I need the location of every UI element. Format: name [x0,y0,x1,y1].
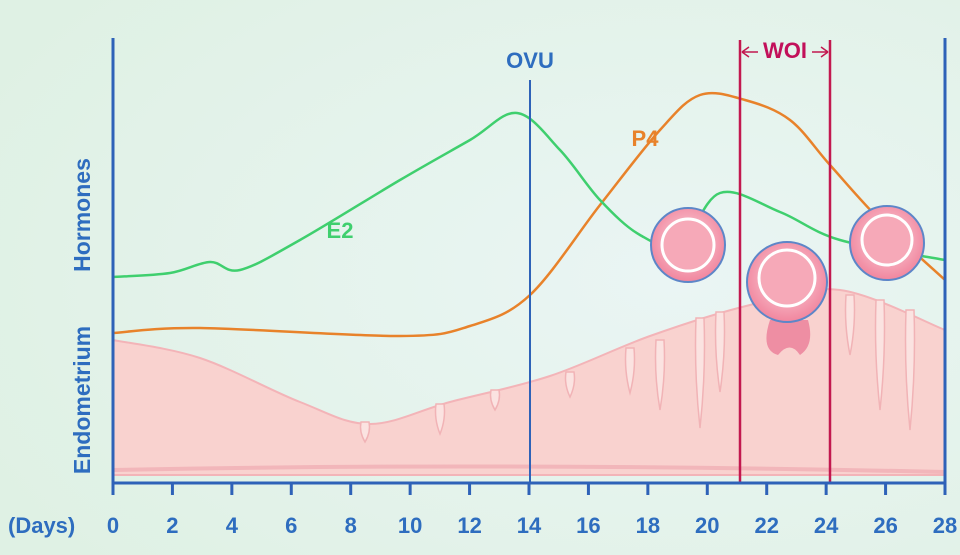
x-tick-label: 8 [345,513,357,538]
x-tick-label: 2 [166,513,178,538]
x-tick-label: 20 [695,513,719,538]
embryo-cavity [662,219,714,271]
x-tick-label: 26 [873,513,897,538]
days-label: (Days) [8,513,75,538]
ovulation-label: OVU [506,48,554,73]
page: WOI OVU E2 P4 Hormones Endometrium (Days… [0,0,960,555]
p4-label: P4 [632,126,660,151]
x-tick-label: 18 [636,513,660,538]
x-tick-label: 22 [754,513,778,538]
x-tick-label: 6 [285,513,297,538]
x-tick-label: 14 [517,513,542,538]
x-tick-label: 24 [814,513,839,538]
x-tick-label: 16 [576,513,600,538]
x-tick-label: 4 [226,513,239,538]
diagram: WOI OVU E2 P4 Hormones Endometrium (Days… [0,0,960,555]
x-tick-label: 0 [107,513,119,538]
x-tick-label: 10 [398,513,422,538]
hormones-label: Hormones [69,158,95,272]
embryo-cavity [759,250,815,306]
e2-label: E2 [327,218,354,243]
x-tick-label: 12 [457,513,481,538]
endometrium-label: Endometrium [69,326,95,474]
woi-label: WOI [763,38,807,63]
x-tick-label: 28 [933,513,957,538]
embryo-cavity [862,215,912,265]
